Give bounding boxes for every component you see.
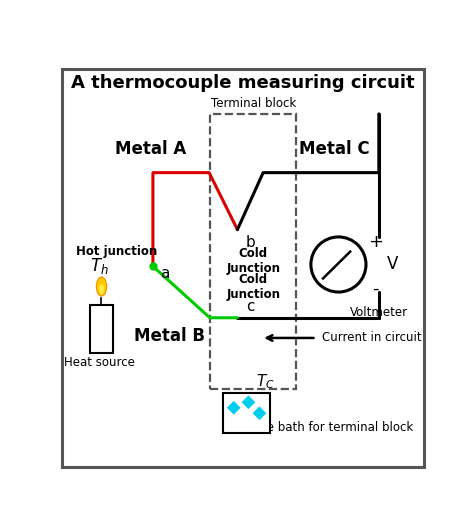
- Polygon shape: [227, 400, 241, 415]
- Text: $T_C$: $T_C$: [255, 373, 274, 391]
- Text: Metal B: Metal B: [134, 327, 205, 345]
- Text: Cold
Junction: Cold Junction: [226, 247, 280, 275]
- Polygon shape: [252, 406, 267, 421]
- Text: ice bath for terminal block: ice bath for terminal block: [256, 422, 413, 434]
- Text: b: b: [246, 235, 255, 250]
- Bar: [223, 393, 271, 433]
- Text: c: c: [246, 299, 255, 314]
- Text: Voltmeter: Voltmeter: [350, 306, 408, 319]
- Ellipse shape: [99, 284, 104, 295]
- Text: Hot junction: Hot junction: [76, 245, 157, 258]
- FancyBboxPatch shape: [62, 69, 424, 467]
- Text: Current in circuit: Current in circuit: [322, 331, 421, 345]
- Text: Heat source: Heat source: [64, 356, 135, 370]
- Ellipse shape: [96, 277, 107, 296]
- Polygon shape: [241, 395, 256, 409]
- Text: V: V: [387, 255, 398, 273]
- Bar: [90, 305, 113, 353]
- Text: +: +: [368, 234, 383, 252]
- Text: -: -: [372, 279, 378, 297]
- Text: Cold
Junction: Cold Junction: [226, 272, 280, 301]
- Text: A thermocouple measuring circuit: A thermocouple measuring circuit: [71, 74, 415, 92]
- Text: Metal A: Metal A: [116, 140, 187, 158]
- Text: a: a: [160, 266, 169, 281]
- Text: $T_h$: $T_h$: [90, 256, 109, 276]
- Circle shape: [311, 237, 366, 292]
- Text: Terminal block: Terminal block: [210, 97, 296, 110]
- Text: Metal C: Metal C: [300, 140, 370, 158]
